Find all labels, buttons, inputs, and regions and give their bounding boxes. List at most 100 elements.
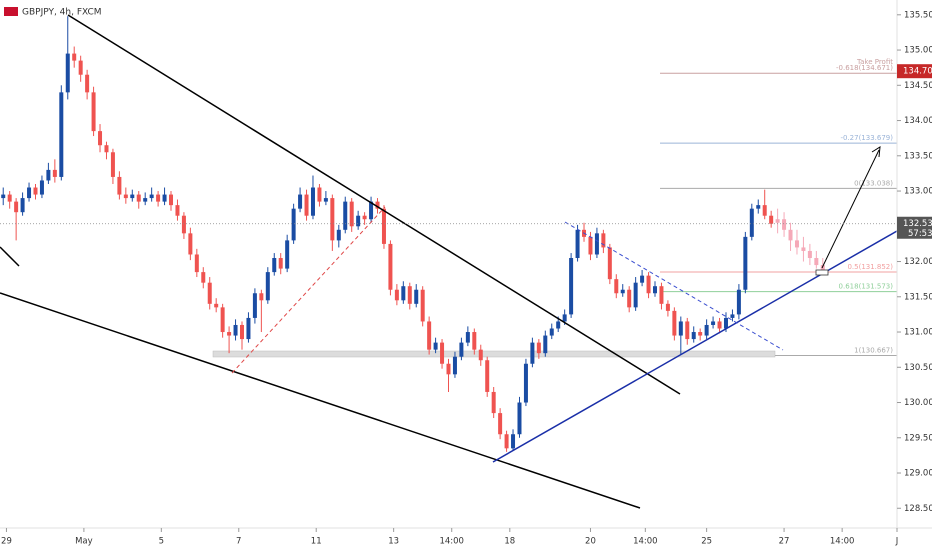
candle-body [78,60,83,75]
trendline [492,230,898,463]
candle-body [33,187,38,195]
candle-body [711,321,716,325]
channel-line [564,221,784,351]
chart-title: GBPJPY, 4h, FXCM [22,8,102,18]
candle-body [653,286,658,294]
channel-line [231,206,386,374]
candle-body [814,258,819,266]
candle-body [181,215,186,234]
candle-body [433,342,438,350]
x-tick-label: 29 [1,537,12,547]
candle-body [214,303,219,308]
y-tick-label: 134.500 [904,81,932,91]
candle-body [169,194,174,206]
y-tick-label: 133.000 [904,187,932,197]
candle-body [227,332,232,336]
candle-body [14,201,19,213]
candle-body [110,152,115,177]
candle-body [491,391,496,414]
candle-body [472,332,477,350]
candle-body [356,215,361,227]
candle-body [562,314,567,322]
candle-body [498,413,503,435]
candle-body [330,198,335,241]
candle-body [614,279,619,294]
candle-body [633,282,638,308]
candle-body [343,201,348,230]
trendline [67,14,681,395]
candle-body [272,258,277,273]
y-tick-label: 128.500 [904,504,932,514]
candle-body [588,236,593,255]
candle-body [794,240,799,248]
candle-body [511,434,516,449]
candle-body [252,293,257,318]
candle-body [381,208,386,244]
x-tick-label: 7 [236,537,241,547]
candle-body [175,205,180,216]
arrow-head [871,146,881,158]
drawings [0,14,898,509]
candle-body [98,131,103,146]
candle-body [594,233,599,255]
x-tick-label: 18 [504,537,515,547]
candle-body [691,332,696,340]
y-tick-label: 129.500 [904,433,932,443]
candle-body [156,194,161,202]
candle-body [310,187,315,216]
y-tick-label: 129.000 [904,469,932,479]
x-tick-label: May [75,537,93,547]
candle-body [640,275,645,283]
candle-body [820,265,825,270]
entry-box [815,269,829,276]
take-profit-label: Take Profit [856,58,893,66]
candle-body [46,169,51,181]
candle-body [627,289,632,308]
candle-body [769,215,774,224]
x-tick-label: 5 [159,537,164,547]
candle-body [149,194,154,199]
candle-body [523,363,528,403]
candle-body [465,332,470,343]
candle-body [117,176,122,195]
candle-body [239,324,244,340]
candle-body [394,289,399,301]
fib-label: -0.27(133.679) [840,134,893,142]
candle-body [736,289,741,315]
candle-body [749,208,754,237]
candle-body [762,205,767,216]
candle-body [194,254,199,273]
trendline [0,246,20,267]
candle-body [730,314,735,318]
candle-body [278,258,283,269]
candle-body [556,321,561,329]
candle-body [246,317,251,340]
candle-body [530,342,535,364]
candle-body [427,321,432,350]
y-tick-label: 130.000 [904,398,932,408]
x-tick-label: 14:00 [633,537,658,547]
candle-body [304,194,309,216]
x-tick-label: 27 [779,537,790,547]
y-tick-label: 130.500 [904,363,932,373]
candle-body [678,321,683,336]
candle-body [801,247,806,251]
candle-body [349,201,354,227]
candle-body [543,335,548,354]
candle-body [59,92,64,177]
fib-label: 1(130.667) [854,347,893,355]
candle-body [549,328,554,336]
candle-body [375,201,380,209]
candle-body [420,289,425,322]
candle-body [401,286,406,301]
candle-body [336,229,341,241]
candle-body [39,180,44,195]
countdown: 57:53 [908,229,932,239]
candle-body [536,342,541,354]
x-tick-label: 14:00 [439,537,464,547]
y-tick-label: 135.500 [904,10,932,20]
trendline [0,292,641,509]
